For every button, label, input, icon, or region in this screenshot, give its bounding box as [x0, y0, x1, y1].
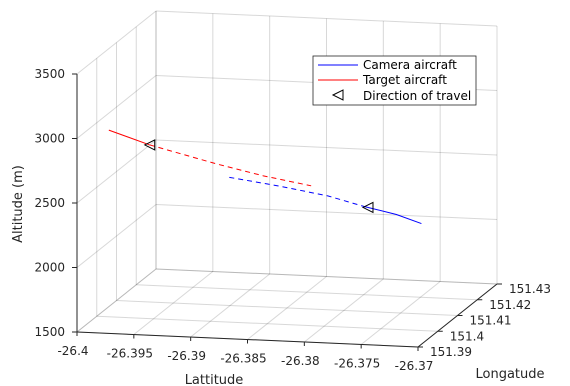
floor-grid-line-x-5: [360, 281, 441, 345]
x-tick-label-1: -26.395: [107, 347, 153, 361]
floor-grid-line-y-4: [155, 268, 498, 285]
floor-grid-line-y-2: [116, 300, 458, 316]
legend-label-direction: Direction of travel: [363, 89, 471, 103]
x-tick-label-6: -26.37: [395, 359, 434, 373]
z-tick-labels: 1500 2000 2500 3000 3500: [34, 67, 65, 339]
series-lines: [108, 129, 422, 225]
z-tick-label-4: 3500: [34, 67, 65, 81]
z-tick-label-3: 3000: [34, 132, 65, 146]
x-tick-label-4: -26.38: [281, 354, 320, 368]
legend: Camera aircraft Target aircraft Directio…: [312, 55, 477, 106]
camera-aircraft-direction-marker: [361, 201, 374, 214]
side-wall-grid-z-1: [76, 204, 157, 268]
floor-grid-line-x-3: [247, 276, 327, 340]
y-tick-label-0: 151.39: [430, 345, 472, 359]
x-tick-label-0: -26.4: [57, 344, 88, 358]
back-wall-grid-z-0: [155, 268, 498, 285]
target-aircraft-direction-marker: [143, 139, 156, 151]
legend-label-camera: Camera aircraft: [363, 58, 457, 72]
target-aircraft-dashed-segment-1: [149, 144, 312, 187]
x-tick-label-2: -26.39: [167, 349, 206, 363]
x-axis-label: Lattitude: [185, 373, 244, 386]
back-wall-grid-z-4: [155, 10, 498, 27]
camera-aircraft-dashed-segment-0: [229, 176, 365, 208]
back-wall-grid-z-1: [155, 204, 498, 220]
target-aircraft-solid-segment-0: [108, 129, 150, 146]
side-wall-grid-z-3: [76, 75, 157, 139]
x-tick-label-5: -26.375: [334, 357, 380, 371]
y-tick-label-4: 151.43: [509, 282, 551, 296]
back-wall-grid-z-2: [155, 139, 498, 156]
x-tick-labels: -26.4 -26.395 -26.39 -26.385 -26.38 -26.375 -2…: [57, 344, 433, 373]
camera-aircraft-solid-segment-1: [364, 206, 422, 225]
floor-grid-line-y-3: [136, 284, 478, 301]
floor-grid-line-x-4: [304, 278, 384, 343]
z-tick-label-0: 1500: [34, 325, 65, 339]
side-wall-grid-z-4: [76, 10, 157, 75]
legend-label-target: Target aircraft: [362, 73, 447, 87]
y-tick-label-3: 151.42: [489, 298, 531, 312]
axes: [72, 73, 502, 351]
side-wall-grid-z-0: [76, 268, 157, 333]
legend-direction-marker: [331, 89, 344, 101]
z-tick-label-2: 2500: [34, 196, 65, 210]
x-tick-label-3: -26.385: [220, 352, 266, 366]
floor-grid-line-y-1: [96, 315, 438, 332]
y-axis-label: Longatude: [475, 367, 544, 382]
floor-grid-line-x-1: [133, 271, 214, 335]
z-tick-label-1: 2000: [34, 261, 65, 275]
z-axis-label: Altitude (m): [11, 165, 26, 243]
y-tick-label-1: 151.4: [450, 329, 484, 343]
floor-grid-line-x-0: [76, 268, 157, 333]
floor-grid-line-x-2: [190, 273, 270, 338]
y-tick-label-2: 151.41: [470, 314, 512, 328]
side-wall-grid-z-2: [76, 139, 157, 204]
